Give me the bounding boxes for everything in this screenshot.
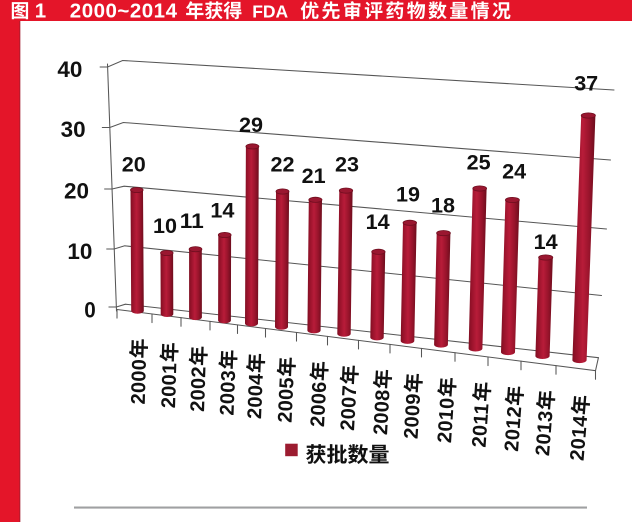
svg-text:40: 40 xyxy=(57,57,82,82)
svg-text:2000: 2000 xyxy=(128,359,151,405)
svg-text:2013: 2013 xyxy=(532,410,557,457)
svg-text:2004: 2004 xyxy=(244,372,268,419)
svg-text:23: 23 xyxy=(335,152,359,176)
svg-text:29: 29 xyxy=(239,113,263,137)
svg-text:FDA: FDA xyxy=(252,2,288,22)
svg-text:1: 1 xyxy=(35,0,46,23)
svg-text:2000~2014: 2000~2014 xyxy=(70,0,178,23)
svg-text:2001: 2001 xyxy=(158,362,181,408)
svg-text:14: 14 xyxy=(534,230,558,254)
svg-text:25: 25 xyxy=(467,151,491,175)
svg-text:2009: 2009 xyxy=(401,393,426,440)
svg-text:19: 19 xyxy=(396,182,420,206)
svg-text:14: 14 xyxy=(210,199,234,223)
svg-text:2007: 2007 xyxy=(337,385,361,432)
svg-text:2005: 2005 xyxy=(275,377,299,423)
svg-text:22: 22 xyxy=(271,152,295,176)
svg-text:20: 20 xyxy=(122,153,146,177)
svg-text:24: 24 xyxy=(502,160,526,184)
svg-text:2011: 2011 xyxy=(469,402,494,448)
svg-text:18: 18 xyxy=(431,193,455,217)
svg-text:2014: 2014 xyxy=(567,414,593,462)
svg-text:10: 10 xyxy=(153,214,177,238)
svg-text:10: 10 xyxy=(67,239,92,264)
svg-text:2008: 2008 xyxy=(370,389,395,436)
svg-text:2006: 2006 xyxy=(307,381,331,428)
svg-text:0: 0 xyxy=(84,298,96,323)
svg-text:14: 14 xyxy=(366,210,390,234)
svg-text:2002: 2002 xyxy=(187,366,211,412)
svg-text:21: 21 xyxy=(302,164,326,188)
svg-text:2012: 2012 xyxy=(501,405,526,452)
svg-text:30: 30 xyxy=(61,117,86,142)
svg-text:37: 37 xyxy=(574,72,598,96)
svg-text:2010: 2010 xyxy=(434,397,459,444)
svg-text:20: 20 xyxy=(64,179,89,204)
svg-text:2003: 2003 xyxy=(217,370,241,416)
svg-text:11: 11 xyxy=(180,209,204,233)
